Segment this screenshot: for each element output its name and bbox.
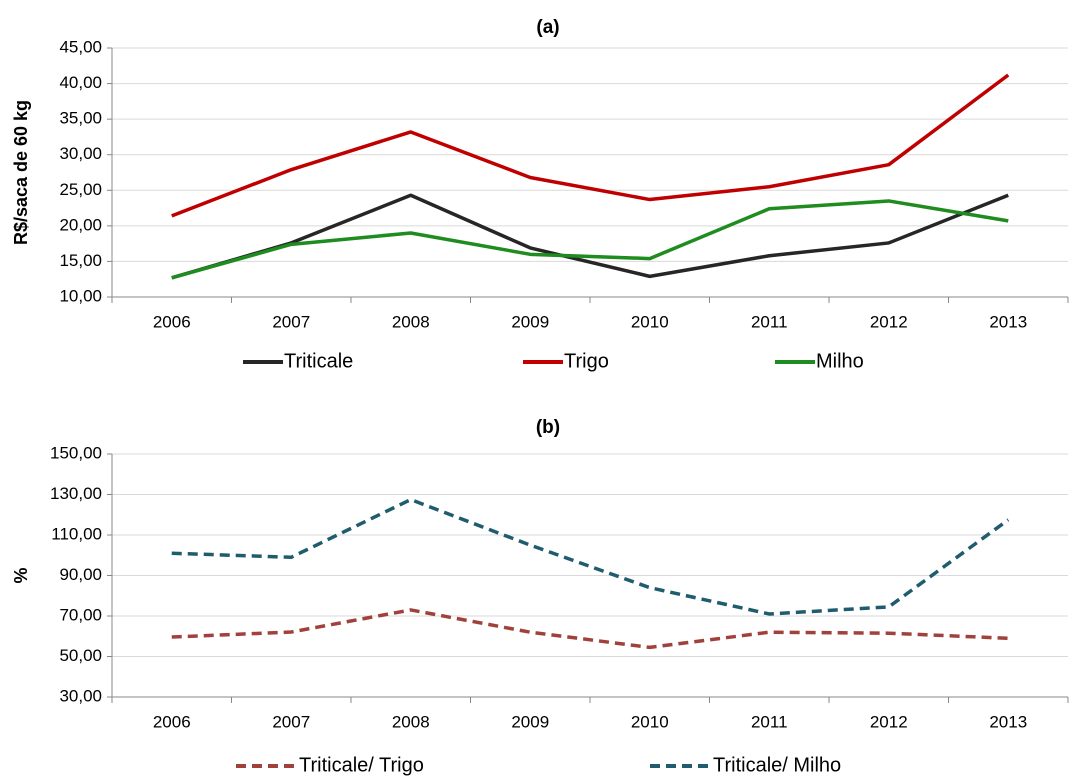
y-tick-label: 15,00: [59, 251, 102, 270]
y-tick-label: 30,00: [59, 686, 102, 705]
series-line: [171, 199, 1009, 280]
y-tick-label: 30,00: [59, 144, 102, 163]
series-line: [171, 497, 1010, 616]
x-tick-label: 2007: [272, 712, 310, 731]
y-tick-label: 110,00: [51, 524, 102, 543]
x-tick-label: 2009: [511, 712, 549, 731]
y-tick-label: 35,00: [59, 109, 102, 128]
legend-label: Triticale: [284, 350, 353, 372]
y-axis-title: R$/saca de 60 kg: [11, 100, 31, 245]
legend-label: Trigo: [564, 350, 609, 372]
legend-label: Triticale/ Trigo: [299, 754, 424, 776]
y-tick-label: 150,00: [50, 443, 102, 462]
y-tick-label: 90,00: [59, 565, 102, 584]
x-tick-label: 2008: [392, 712, 430, 731]
y-tick-label: 45,00: [59, 37, 102, 56]
x-tick-label: 2009: [511, 312, 549, 331]
x-tick-label: 2007: [272, 312, 310, 331]
legend-label: Triticale/ Milho: [713, 754, 841, 776]
x-tick-label: 2010: [631, 312, 669, 331]
chart-title: (a): [536, 17, 559, 38]
series-line: [171, 193, 1009, 280]
x-tick-label: 2013: [989, 712, 1027, 731]
y-axis-title: %: [11, 567, 31, 583]
x-tick-label: 2006: [153, 312, 191, 331]
y-tick-label: 130,00: [50, 484, 102, 503]
y-tick-label: 40,00: [59, 73, 102, 92]
x-tick-label: 2008: [392, 312, 430, 331]
y-tick-label: 70,00: [59, 605, 102, 624]
x-tick-label: 2006: [153, 712, 191, 731]
legend-label: Milho: [816, 350, 864, 372]
series-line: [171, 608, 1009, 650]
chart-title: (b): [536, 417, 560, 438]
y-tick-label: 10,00: [59, 286, 102, 305]
x-tick-label: 2011: [751, 712, 788, 731]
y-tick-label: 20,00: [59, 215, 102, 234]
y-tick-label: 25,00: [59, 180, 102, 199]
x-tick-label: 2010: [631, 712, 669, 731]
x-tick-label: 2013: [989, 312, 1027, 331]
x-tick-label: 2012: [870, 712, 908, 731]
x-tick-label: 2011: [751, 312, 788, 331]
y-tick-label: 50,00: [59, 646, 102, 665]
series-line: [171, 73, 1010, 218]
x-tick-label: 2012: [870, 312, 908, 331]
